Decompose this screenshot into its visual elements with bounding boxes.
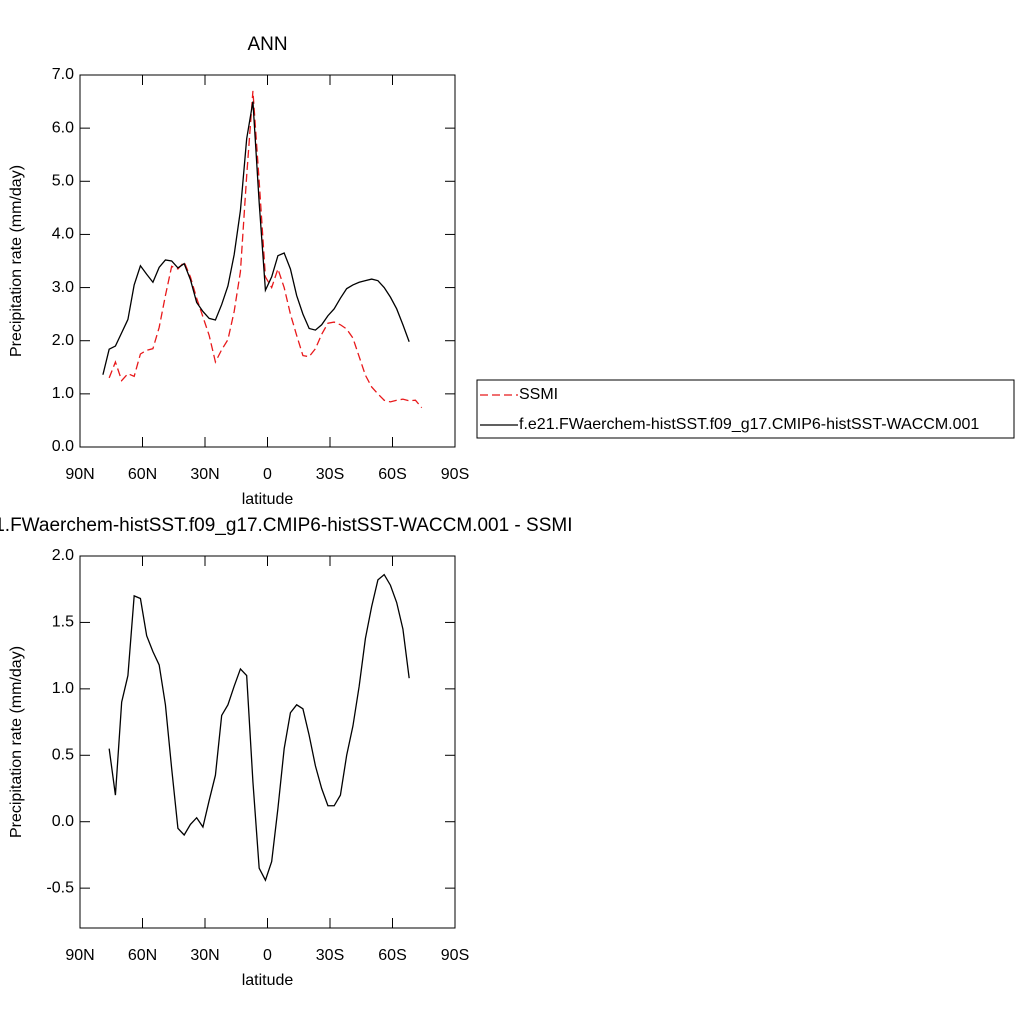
legend-label: f.e21.FWaerchem-histSST.f09_g17.CMIP6-hi… [519, 416, 979, 433]
y-tick-label: 3.0 [52, 279, 74, 296]
y-tick-label: 1.5 [52, 614, 74, 631]
x-axis-label: latitude [242, 491, 294, 508]
y-tick-label: 1.0 [52, 680, 74, 697]
x-tick-label: 90S [441, 947, 469, 964]
y-axis-label: Precipitation rate (mm/day) [8, 646, 25, 838]
y-tick-label: 0.0 [52, 813, 74, 830]
y-tick-label: 7.0 [52, 66, 74, 83]
legend-label: SSMI [519, 386, 558, 403]
y-axis-label: Precipitation rate (mm/day) [8, 165, 25, 357]
chart-title: f.e21.FWaerchem-histSST.f09_g17.CMIP6-hi… [0, 515, 572, 536]
y-tick-label: 2.0 [52, 547, 74, 564]
chart-title: ANN [247, 34, 287, 55]
x-tick-label: 0 [263, 947, 272, 964]
y-tick-label: 4.0 [52, 226, 74, 243]
y-tick-label: 0.0 [52, 438, 74, 455]
x-tick-label: 30S [316, 466, 344, 483]
y-tick-label: 5.0 [52, 173, 74, 190]
x-tick-label: 60S [378, 947, 406, 964]
x-tick-label: 90N [65, 466, 94, 483]
data-line [108, 90, 423, 409]
x-tick-label: 30S [316, 947, 344, 964]
y-tick-label: 0.5 [52, 747, 74, 764]
x-tick-label: 90S [441, 466, 469, 483]
y-tick-label: -0.5 [46, 879, 74, 896]
x-tick-label: 60N [128, 947, 157, 964]
y-tick-label: 2.0 [52, 332, 74, 349]
x-tick-label: 60S [378, 466, 406, 483]
y-tick-label: 1.0 [52, 385, 74, 402]
x-tick-label: 90N [65, 947, 94, 964]
legend-box [476, 379, 1015, 439]
x-tick-label: 30N [190, 947, 219, 964]
x-tick-label: 60N [128, 466, 157, 483]
x-tick-label: 0 [263, 466, 272, 483]
x-axis-label: latitude [242, 972, 294, 989]
data-line [108, 573, 410, 882]
plot-frame [79, 74, 456, 448]
data-line [102, 101, 410, 375]
y-tick-label: 6.0 [52, 119, 74, 136]
x-tick-label: 30N [190, 466, 219, 483]
